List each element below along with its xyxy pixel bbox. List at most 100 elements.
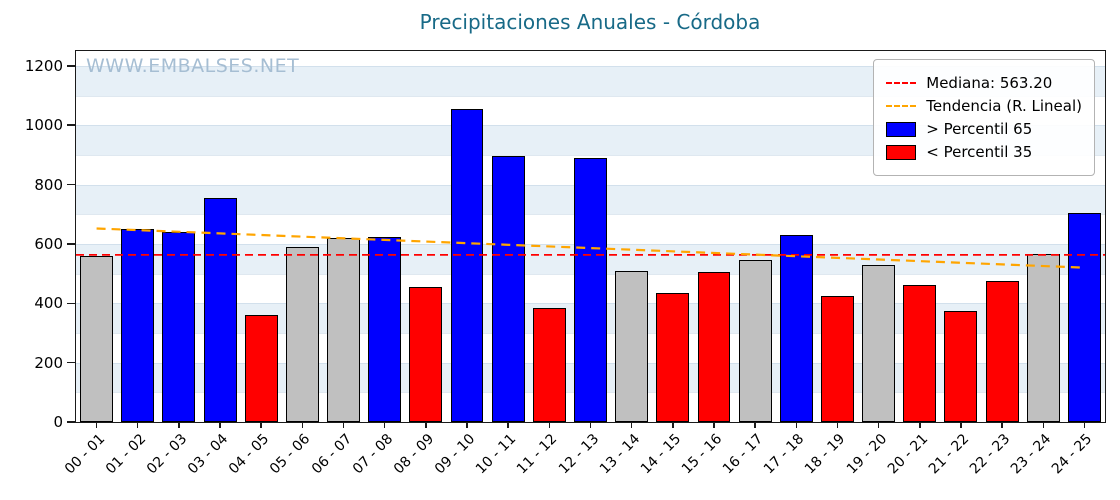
bar-03-04 <box>203 197 237 422</box>
y-tick-label: 800 <box>34 175 63 194</box>
x-tick-label: 07 - 08 <box>349 431 397 478</box>
x-tick <box>795 422 798 428</box>
legend-label-p65: > Percentil 65 <box>926 120 1033 138</box>
y-tick <box>67 302 75 305</box>
x-tick <box>466 422 468 428</box>
x-tick-label: 23 - 24 <box>1008 431 1055 478</box>
x-tick-label: 02 - 03 <box>143 431 191 478</box>
p65-swatch <box>886 121 917 137</box>
y-tick-label: 600 <box>34 234 63 253</box>
bar-21-22 <box>944 310 978 422</box>
x-tick-label: 00 - 01 <box>61 431 108 478</box>
bar-04-05 <box>244 315 278 422</box>
gridline <box>76 65 1105 67</box>
x-tick-label: 15 - 16 <box>678 431 726 478</box>
x-tick <box>589 422 592 428</box>
median-line-sample <box>886 82 917 84</box>
x-tick <box>713 422 715 428</box>
y-tick <box>67 183 75 186</box>
bar-01-02 <box>121 229 155 422</box>
x-tick-label: 04 - 05 <box>226 431 273 478</box>
x-tick-label: 03 - 04 <box>184 431 232 478</box>
legend-item-trend: Tendencia (R. Lineal) <box>886 97 1082 115</box>
bar-06-07 <box>327 237 360 422</box>
x-tick-label: 22 - 23 <box>967 431 1014 478</box>
legend-label-median: Mediana: 563.20 <box>926 74 1053 92</box>
x-tick <box>260 422 262 428</box>
x-tick <box>960 422 962 428</box>
x-tick-label: 21 - 22 <box>925 431 973 478</box>
x-tick-label: 17 - 18 <box>761 431 808 478</box>
bar-10-11 <box>491 156 525 422</box>
x-tick <box>1083 422 1086 428</box>
bar-14-15 <box>656 292 690 422</box>
bar-09-10 <box>450 108 484 422</box>
bar-05-06 <box>285 246 319 422</box>
x-tick-label: 11 - 12 <box>514 431 561 478</box>
bar-16-17 <box>738 260 772 422</box>
legend: Mediana: 563.20 Tendencia (R. Lineal) > … <box>873 59 1095 176</box>
x-tick <box>672 422 674 428</box>
x-tick <box>342 422 345 428</box>
gridline <box>76 95 1105 97</box>
legend-label-trend: Tendencia (R. Lineal) <box>926 97 1082 115</box>
y-tick-label: 200 <box>34 353 63 372</box>
trend-line-sample <box>886 105 917 107</box>
bar-12-13 <box>574 157 607 422</box>
bar-00-01 <box>80 255 114 422</box>
bar-18-19 <box>820 295 854 422</box>
x-tick-label: 14 - 15 <box>637 431 685 478</box>
legend-label-p35: < Percentil 35 <box>926 143 1033 161</box>
y-tick <box>67 243 75 245</box>
x-tick <box>507 422 509 428</box>
legend-item-p65: > Percentil 65 <box>886 120 1082 138</box>
y-tick-label: 400 <box>34 294 63 313</box>
legend-item-median: Mediana: 563.20 <box>886 74 1082 92</box>
bar-13-14 <box>615 270 649 422</box>
y-tick <box>67 65 75 67</box>
y-tick <box>67 124 75 126</box>
y-tick <box>67 421 75 423</box>
y-tick-label: 0 <box>53 413 63 431</box>
x-tick-label: 16 - 17 <box>720 431 767 478</box>
bar-11-12 <box>532 307 566 422</box>
x-tick-label: 12 - 13 <box>555 431 602 478</box>
x-tick <box>630 422 633 428</box>
bar-23-24 <box>1026 254 1060 422</box>
x-tick-label: 09 - 10 <box>431 431 479 478</box>
p35-swatch <box>886 144 917 160</box>
x-tick-label: 01 - 02 <box>102 431 150 478</box>
bar-17-18 <box>779 235 813 422</box>
x-tick <box>919 422 921 428</box>
x-tick-label: 06 - 07 <box>308 431 355 478</box>
y-tick-label: 1200 <box>24 56 63 75</box>
x-tick <box>1042 422 1044 428</box>
bar-24-25 <box>1067 212 1101 422</box>
x-tick-label: 19 - 20 <box>843 431 890 478</box>
x-tick <box>754 422 756 428</box>
watermark: WWW.EMBALSES.NET <box>86 55 300 77</box>
x-tick-label: 13 - 14 <box>596 431 643 478</box>
x-tick-label: 10 - 11 <box>473 431 520 478</box>
x-tick <box>877 422 880 428</box>
x-tick <box>1001 422 1003 428</box>
plot-area: WWW.EMBALSES.NET Mediana: 563.20 Tendenc… <box>25 50 1106 477</box>
bar-08-09 <box>409 286 443 422</box>
gridline <box>76 154 1105 156</box>
reference-lines <box>76 227 1105 269</box>
chart-title: Precipitaciones Anuales - Córdoba <box>419 10 761 34</box>
x-tick <box>383 422 386 428</box>
bar-19-20 <box>862 264 896 422</box>
bar-20-21 <box>903 285 937 422</box>
x-tick <box>548 422 551 428</box>
x-tick <box>178 422 180 428</box>
x-tick <box>95 422 98 428</box>
x-tick-label: 18 - 19 <box>802 431 849 478</box>
x-tick <box>301 422 304 428</box>
x-tick <box>219 422 221 428</box>
x-tick <box>136 422 139 428</box>
legend-item-p35: < Percentil 35 <box>886 143 1082 161</box>
x-tick-label: 05 - 06 <box>267 431 314 478</box>
x-tick <box>836 422 839 428</box>
